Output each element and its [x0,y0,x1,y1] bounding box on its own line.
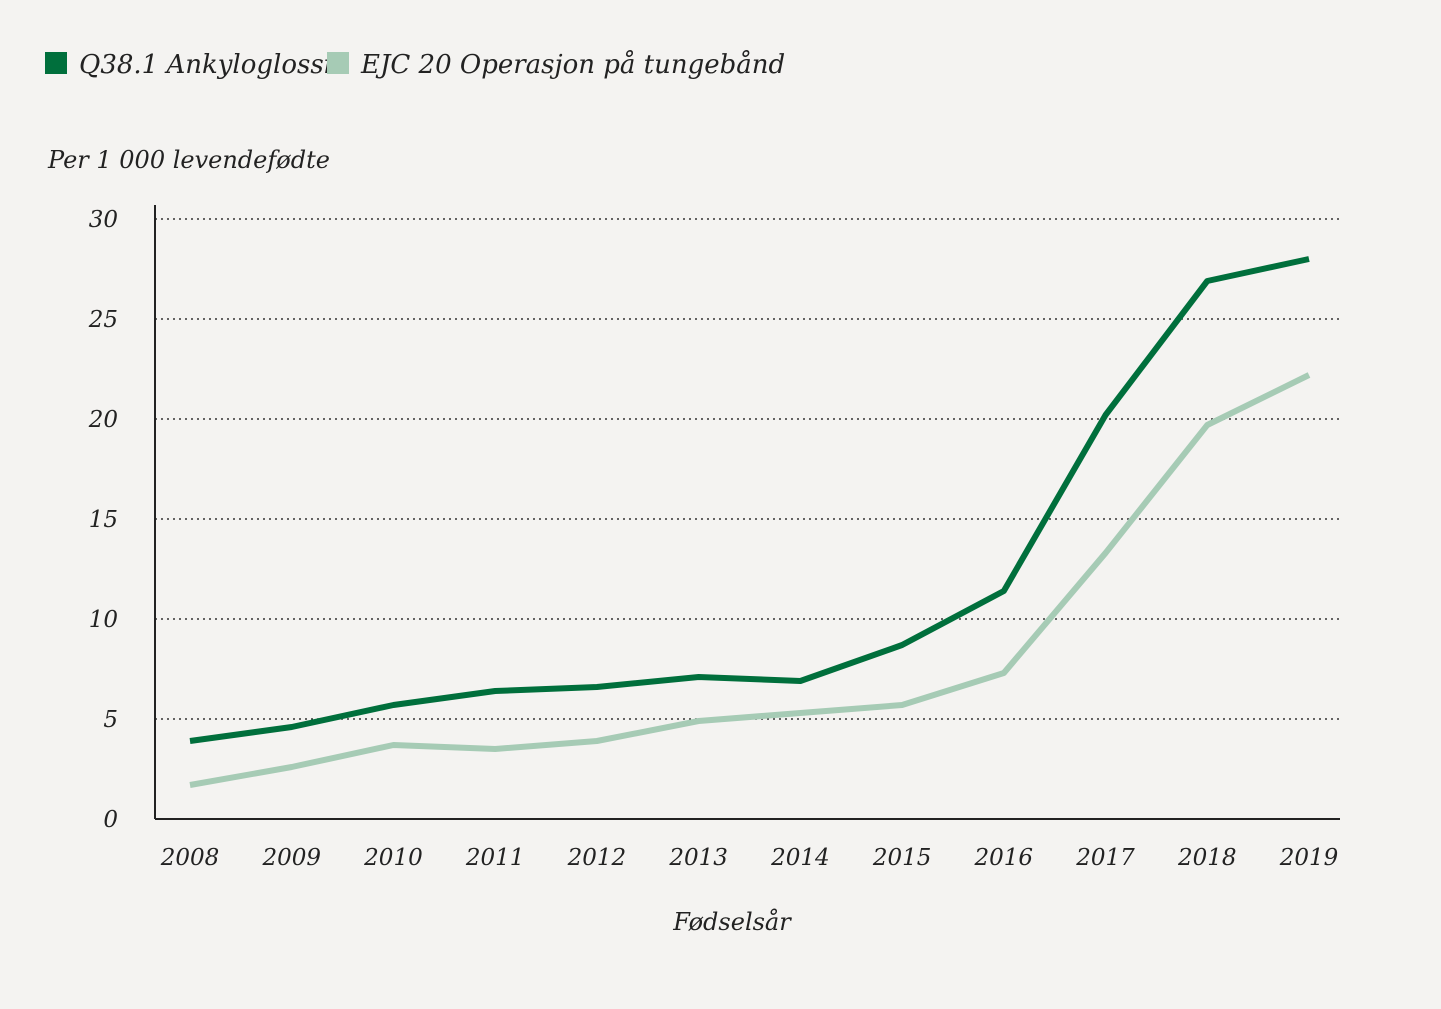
series-lines [189,256,1311,788]
legend-swatch [327,52,349,74]
legend: Q38.1 Ankyloglossi EJC 20 Operasjon på tu… [45,49,785,80]
x-axis-label: Fødselsår [672,907,792,936]
x-tick-label: 2017 [1075,845,1135,871]
gridlines [154,205,1340,820]
legend-label: EJC 20 Operasjon på tungebånd [360,49,785,80]
x-tick-label: 2011 [465,845,525,871]
x-ticks: 2008 2009 2010 2011 2012 2013 2014 2015 2016 2017… [160,845,1339,871]
x-tick-label: 2009 [261,845,321,871]
legend-label: Q38.1 Ankyloglossi [79,50,332,80]
x-tick-label: 2012 [567,845,627,871]
x-tick-label: 2013 [668,845,728,871]
y-tick-label: 30 [89,207,118,233]
y-axis-label: Per 1 000 levendefødte [47,146,330,174]
x-tick-label: 2014 [770,845,830,871]
y-tick-label: 10 [89,607,118,633]
series-line [189,256,1310,744]
x-tick-label: 2019 [1279,845,1339,871]
x-tick-label: 2010 [363,845,423,871]
x-tick-label: 2008 [160,845,220,871]
x-tick-label: 2015 [872,845,932,871]
y-tick-label: 15 [89,507,118,533]
y-tick-label: 25 [88,307,118,333]
y-tick-label: 20 [88,407,118,433]
x-tick-label: 2016 [974,845,1034,871]
y-ticks: 0 5 10 15 20 25 30 [88,207,118,833]
y-tick-label: 0 [103,807,118,833]
x-tick-label: 2018 [1177,845,1237,871]
legend-swatch [45,52,67,74]
y-tick-label: 5 [103,707,118,733]
series-line [189,372,1311,788]
